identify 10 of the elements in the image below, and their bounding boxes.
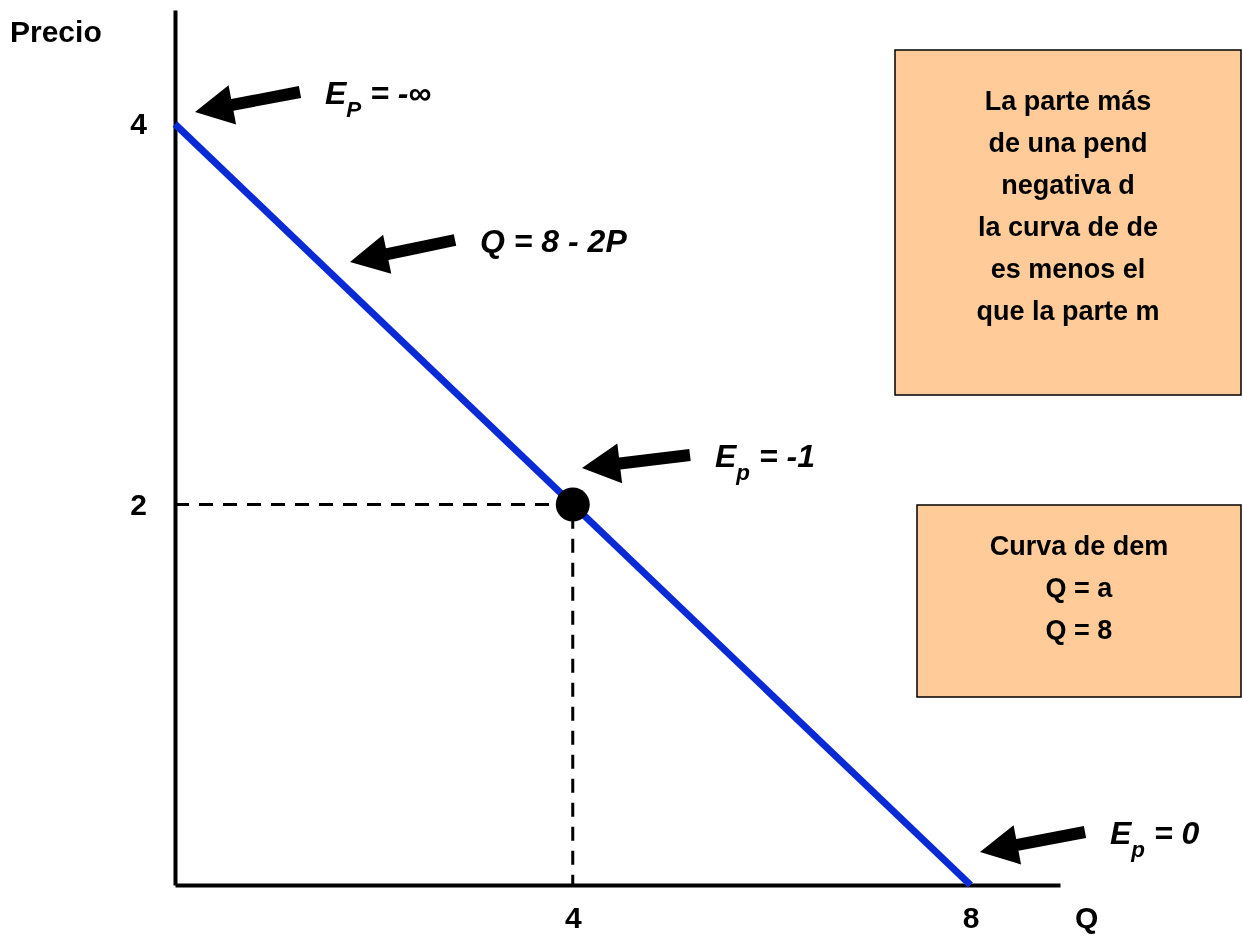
annotation: E$_{P}$ = -∞ (325, 75, 432, 122)
annotation: Q = 8 - 2P (480, 223, 628, 259)
text: E$_{p}$ = 0 (1110, 815, 1200, 862)
x-axis-title: Q (1075, 901, 1099, 934)
x-tick-label: 8 (962, 901, 980, 935)
annotation: La parte más de una pend negativa d la curva de de es menos el que la parte m (976, 86, 1160, 326)
annotation: Curva de dem Q = a Q = 8 (989, 531, 1169, 645)
annotation: E$_{p}$ = -1 (715, 438, 815, 485)
y-tick-label: 2 (130, 487, 147, 521)
y-axis-title: Precio (10, 15, 102, 48)
